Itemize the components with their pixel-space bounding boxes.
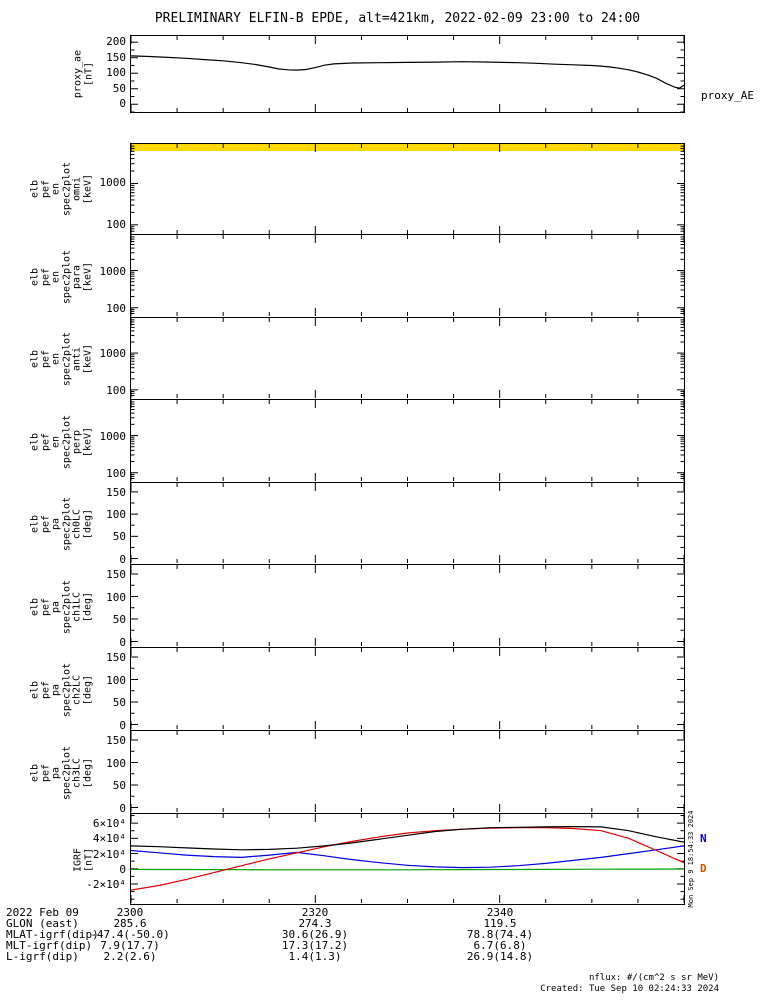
x-annotation-value: 119.5 [483,917,517,930]
y-tick-label: 1000 [99,347,127,360]
y-tick-label: 50 [112,613,126,626]
y-tick-label: 50 [112,530,126,543]
x-annotation-value: 285.6 [113,917,147,930]
panel-ylabel-proxy_ae: proxy_ae [nT] [72,49,95,99]
panel-en-spec2plot-omni [130,143,685,235]
panel-plot-area [131,400,684,481]
y-tick-label: 150 [106,568,126,581]
panel-plot-area [131,36,684,112]
x-annotation-row-label: L-igrf(dip) [6,950,79,963]
y-tick-label: 50 [112,696,126,709]
x-annotation-value: 2300 [116,906,144,919]
x-annotation-value: 17.3(17.2) [281,939,349,952]
y-tick-label: 1000 [99,430,127,443]
y-tick-label: 1000 [99,265,127,278]
y-tick-label: 100 [106,66,126,79]
y-tick-label: 100 [106,302,126,315]
x-annotation-value: 2320 [301,906,329,919]
x-annotation-value: 6.7(6.8) [473,939,527,952]
y-tick-label: 4×10⁴ [92,832,126,845]
panel-plot-area [131,483,684,563]
x-annotation-row-label: MLAT-igrf(dip) [6,928,99,941]
x-annotation-row-label: GLON (east) [6,917,79,930]
panel-ylabel-ch2: elb pef pa spec2plot ch2LC [deg] [29,662,94,717]
panel-plot-area [131,318,684,398]
x-annotation-row-label: MLT-igrf(dip) [6,939,93,952]
y-tick-label: 1000 [99,176,127,189]
panel-plot-area [131,731,684,812]
created-timestamp: Created: Tue Sep 10 02:24:33 2024 [540,984,719,994]
panel-en-spec2plot-perp [130,400,685,483]
y-tick-label: 150 [106,651,126,664]
y-tick-label: 100 [106,218,126,231]
igrf-legend-n: N [700,832,707,845]
y-tick-label: 200 [106,35,126,48]
panel-ylabel-para: elb pef en spec2plot para [keV] [29,249,94,304]
y-tick-label: 150 [106,734,126,747]
y-tick-label: 0 [119,802,126,815]
panel-ylabel-omni: elb pef en spec2plot omni [keV] [29,161,94,217]
panel-pa-spec2plot-ch0lc [130,483,685,565]
x-annotation-value: 26.9(14.8) [466,950,534,963]
x-annotation-row-label: 2022 Feb 09 [6,906,79,919]
y-tick-label: 50 [112,82,126,95]
panel-plot-area [131,565,684,646]
vertical-timestamp: Mon Sep 9 18:54:33 2024 [684,810,698,907]
y-tick-label: 0 [119,636,126,649]
series-N [131,845,684,869]
x-annotation-value: 2340 [486,906,514,919]
vertical-timestamp-text: Mon Sep 9 18:54:33 2024 [687,810,695,907]
y-tick-label: 0 [119,553,126,566]
y-tick-label: 6×10⁴ [92,817,126,830]
panel-ylabel-ch3: elb pef pa spec2plot ch3LC [deg] [29,745,94,800]
series-E [131,868,684,871]
panel-ylabel-ch0: elb pef pa spec2plot ch0LC [deg] [29,496,94,552]
panel-plot-area [131,144,684,234]
panel-pa-spec2plot-ch1lc [130,565,685,648]
y-tick-label: 100 [106,591,126,604]
y-tick-label: 100 [106,674,126,687]
x-annotation-value: 78.8(74.4) [466,928,534,941]
y-tick-label: 100 [106,757,126,770]
panel-plot-area [131,814,684,903]
y-tick-label: 0 [119,97,126,110]
plot-title: PRELIMINARY ELFIN-B EPDE, alt=421km, 202… [154,11,641,26]
igrf-legend-d: D [700,862,707,875]
series-proxy_AE [131,55,684,89]
panel-ylabel-igrf: IGRF [nT] [72,847,95,872]
panel-pa-spec2plot-ch3lc [130,731,685,814]
x-annotation-value: -47.4(-50.0) [90,928,170,941]
y-tick-label: 0 [119,863,126,876]
y-tick-label: 150 [106,51,126,64]
panel-igrf [130,814,685,905]
panel-plot-area [131,648,684,729]
x-annotation-value: 2.2(2.6) [103,950,157,963]
series-B [131,825,684,851]
proxy-ae-line-label: proxy_AE [701,89,754,102]
nflux-units-note: nflux: #/(cm^2 s sr MeV) [588,973,719,983]
y-tick-label: 0 [119,719,126,732]
y-tick-label: 100 [106,384,126,397]
panel-proxy-ae [130,35,685,113]
x-annotation-value: 30.6(26.9) [281,928,349,941]
series-D [131,827,684,891]
y-tick-label: 100 [106,508,126,521]
panel-ylabel-perp: elb pef en spec2plot perp [keV] [29,414,94,469]
y-tick-label: 150 [106,486,126,499]
x-annotation-value: 1.4(1.3) [288,950,342,963]
panel-en-spec2plot-anti [130,318,685,400]
panel-pa-spec2plot-ch2lc [130,648,685,731]
panel-ylabel-ch1: elb pef pa spec2plot ch1LC [deg] [29,579,94,634]
y-tick-label: -2×10⁴ [86,878,126,891]
x-annotation-value: 7.9(17.7) [100,939,160,952]
y-tick-label: 2×10⁴ [92,848,126,861]
y-tick-label: 100 [106,467,126,480]
y-tick-label: 50 [112,779,126,792]
x-annotation-value: 274.3 [298,917,332,930]
panel-en-spec2plot-para [130,235,685,318]
panel-plot-area [131,235,684,316]
panel-ylabel-anti: elb pef en spec2plot anti [keV] [29,331,94,387]
